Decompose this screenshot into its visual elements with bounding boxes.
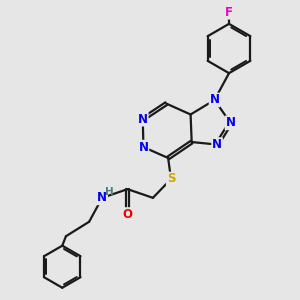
Text: F: F [225, 6, 233, 19]
Text: H: H [105, 188, 114, 197]
Text: N: N [209, 94, 220, 106]
Text: N: N [139, 141, 148, 154]
Text: N: N [212, 138, 222, 151]
Text: N: N [138, 113, 148, 126]
Text: N: N [97, 191, 107, 204]
Text: S: S [167, 172, 175, 185]
Text: N: N [226, 116, 236, 129]
Text: O: O [122, 208, 133, 221]
